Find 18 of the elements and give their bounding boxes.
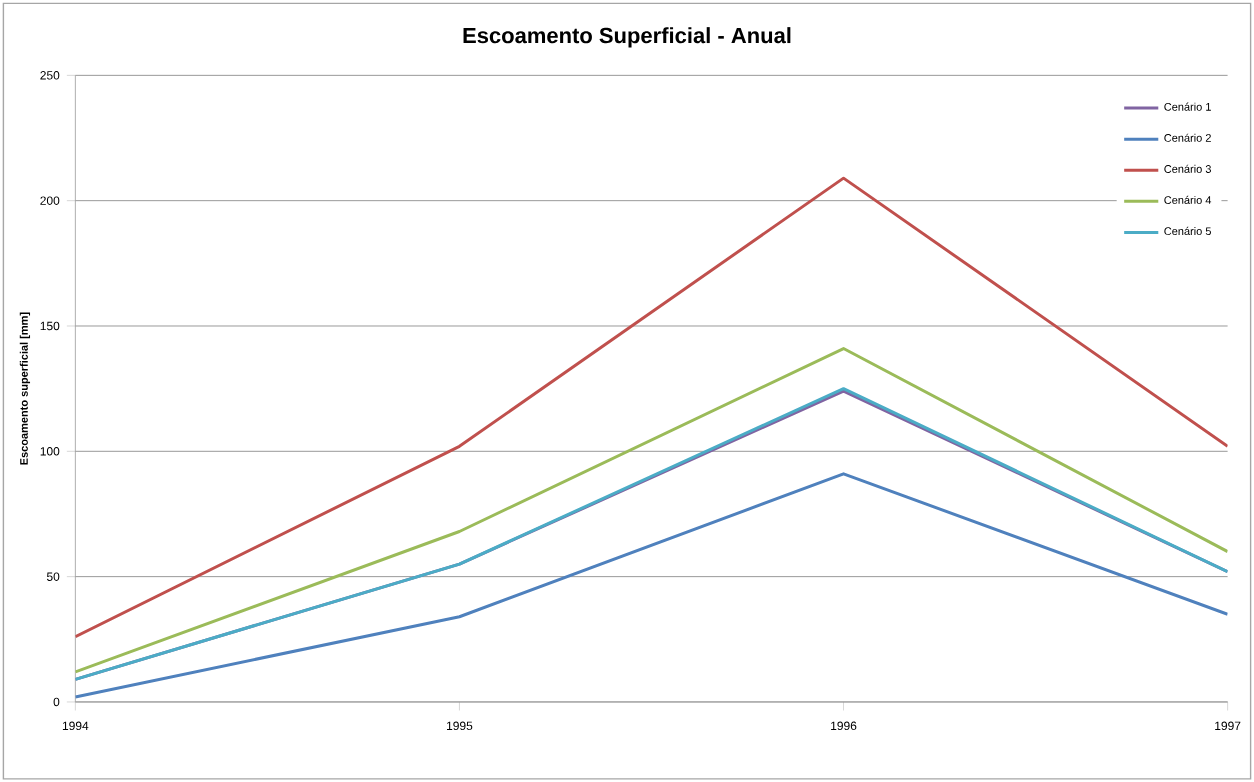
y-tick-label: 50: [46, 572, 60, 581]
legend-label: Cenário 3: [1164, 164, 1211, 173]
x-tick-label: 1995: [447, 721, 473, 730]
y-tick-label: 150: [40, 321, 60, 331]
y-axis-title: Escoamento superficial [mm]: [19, 312, 31, 465]
x-tick-label: 1996: [831, 721, 857, 730]
y-tick-label: 250: [40, 70, 60, 80]
legend-label: Cenário 2: [1164, 133, 1211, 142]
y-tick-label: 0: [53, 697, 60, 707]
legend-label: Cenário 4: [1164, 195, 1212, 204]
chart-title: Escoamento Superficial - Anual: [463, 26, 791, 48]
legend-label: Cenário 5: [1164, 226, 1211, 235]
y-tick-label: 100: [40, 446, 60, 456]
y-tick-label: 200: [40, 196, 60, 205]
line-series: [75, 472, 1228, 699]
x-tick-label: 1994: [62, 721, 89, 730]
x-tick-label: 1997: [1215, 721, 1241, 730]
legend-label: Cenário 1: [1164, 102, 1211, 111]
